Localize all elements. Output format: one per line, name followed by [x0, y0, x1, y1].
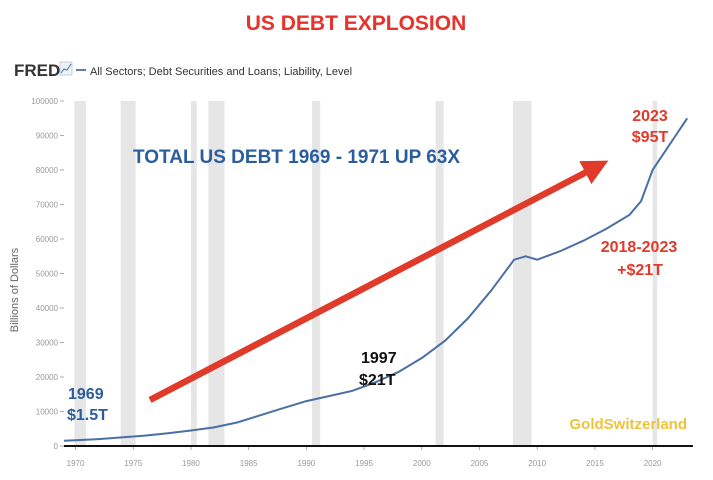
recent-period-label: 2018-2023 [601, 239, 678, 256]
series-line [63, 117, 689, 442]
watermark: GoldSwitzerland [569, 416, 687, 433]
mid-value-label: $21T [359, 372, 396, 389]
mid-year-label: 1997 [361, 350, 397, 367]
x-tick-label-2: 1980 [182, 459, 200, 468]
recession-band-1 [120, 101, 136, 446]
y-axis-ticks: 0 10000 20000 30000 40000 50000 60000 70000 8000… [31, 97, 64, 451]
y-tick-label-3: 30000 [36, 339, 59, 348]
y-tick-label-5: 50000 [36, 270, 59, 279]
x-tick-label-10: 2020 [644, 459, 662, 468]
x-tick-label-8: 2010 [528, 459, 546, 468]
recession-band-6 [513, 101, 532, 446]
x-tick-label-3: 1985 [240, 459, 258, 468]
y-tick-label-0: 0 [54, 442, 59, 451]
x-axis-ticks: 1970 1975 1980 1985 1990 1995 2000 2005 2010 2015… [67, 446, 662, 468]
end-year-label: 2023 [632, 108, 668, 125]
recession-band-2 [191, 101, 197, 446]
y-tick-label-2: 20000 [36, 373, 59, 382]
x-tick-label-1: 1975 [124, 459, 142, 468]
series-label: All Sectors; Debt Securities and Loans; … [90, 66, 352, 78]
y-tick-label-7: 70000 [36, 201, 59, 210]
growth-arrow [148, 160, 609, 403]
y-tick-label-9: 90000 [36, 132, 59, 141]
fred-logo: FRED [14, 61, 60, 80]
y-tick-label-1: 10000 [36, 408, 59, 417]
x-tick-label-6: 2000 [413, 459, 431, 468]
main-claim: TOTAL US DEBT 1969 - 1971 UP 63X [133, 147, 460, 168]
headline: US DEBT EXPLOSION [246, 12, 467, 35]
start-value-label: $1.5T [67, 407, 108, 424]
y-tick-label-10: 100000 [31, 97, 58, 106]
y-tick-label-8: 80000 [36, 166, 59, 175]
x-tick-label-5: 1995 [355, 459, 373, 468]
y-tick-label-4: 40000 [36, 304, 59, 313]
recession-band-4 [312, 101, 321, 446]
y-axis-label: Billions of Dollars [9, 247, 21, 332]
recession-band-7 [652, 101, 658, 446]
x-tick-label-0: 1970 [67, 459, 85, 468]
x-tick-label-4: 1990 [297, 459, 315, 468]
recession-band-5 [435, 101, 444, 446]
recession-bands [74, 101, 658, 446]
recession-band-0 [74, 101, 86, 446]
end-value-label: $95T [632, 129, 669, 146]
start-year-label: 1969 [68, 386, 104, 403]
fred-chart-icon [59, 61, 73, 76]
recent-change-label: +$21T [617, 262, 663, 279]
y-tick-label-6: 60000 [36, 235, 59, 244]
x-tick-label-7: 2005 [471, 459, 489, 468]
x-tick-label-9: 2015 [586, 459, 604, 468]
